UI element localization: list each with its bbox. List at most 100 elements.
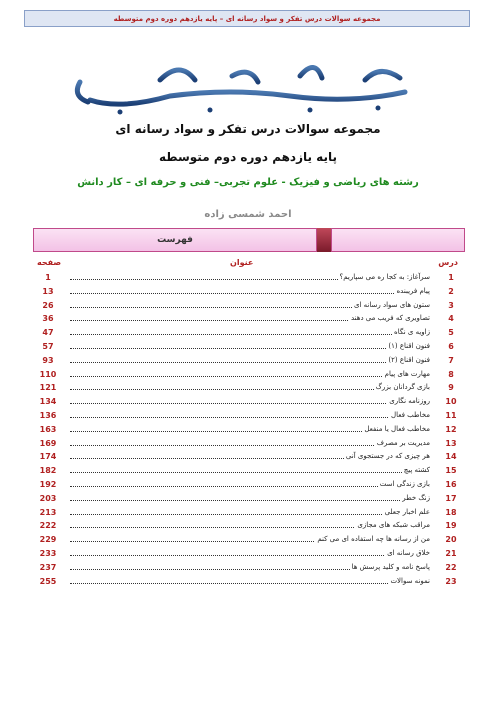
toc-row-lesson: 3 bbox=[448, 300, 454, 310]
toc-row-lesson: 5 bbox=[448, 328, 454, 338]
toc-row[interactable]: 17 زنگ خطر 203 bbox=[36, 491, 458, 506]
toc-row-lesson: 12 bbox=[445, 424, 457, 434]
toc-row-page: 233 bbox=[39, 548, 57, 558]
leader-dots bbox=[70, 279, 430, 280]
toc-row-title: من از رسانه ها چه استفاده ای می کنم bbox=[315, 533, 430, 547]
toc-row[interactable]: 3 ستون های سواد رسانه ای 26 bbox=[36, 298, 458, 313]
toc-row[interactable]: 13 مدیریت بر مصرف 169 bbox=[36, 436, 458, 451]
leader-dots bbox=[70, 306, 430, 308]
toc-row-title: خلاق رسانه ای bbox=[385, 546, 430, 561]
toc-row-title: مراقب شبکه های مجازی bbox=[355, 519, 430, 534]
leader-dots bbox=[70, 444, 430, 446]
toc-row-title: مخاطب فعال یا منفعل bbox=[362, 422, 430, 437]
toc-row-lesson: 1 bbox=[448, 273, 454, 282]
toc-row-lesson: 18 bbox=[445, 507, 457, 517]
toc-banner: فهرست bbox=[33, 228, 465, 252]
toc-row-title: ستون های سواد رسانه ای bbox=[352, 298, 430, 313]
toc-row[interactable]: 16 بازی زندگی است 192 bbox=[36, 477, 458, 492]
leader-dots bbox=[70, 554, 430, 556]
leader-dots bbox=[70, 541, 430, 543]
leader-dots bbox=[70, 334, 430, 336]
toc-row[interactable]: 8 مهارت های پیام 110 bbox=[36, 367, 458, 382]
leader-dots bbox=[70, 320, 430, 322]
toc-row-page: 192 bbox=[39, 479, 57, 489]
toc-banner-divider bbox=[317, 228, 331, 252]
toc-row-page: 93 bbox=[42, 355, 54, 365]
leader-dots bbox=[70, 513, 430, 515]
toc-row-lesson: 2 bbox=[448, 286, 454, 296]
toc-row-page: 121 bbox=[39, 383, 57, 393]
toc-row-page: 1 bbox=[45, 273, 51, 282]
toc-row-lesson: 11 bbox=[445, 410, 457, 420]
toc-row-page: 36 bbox=[42, 314, 54, 324]
toc-row-lesson: 8 bbox=[448, 369, 454, 379]
title-line-1: مجموعه سوالات درس تفکر و سواد رسانه ای bbox=[115, 122, 381, 136]
toc-row[interactable]: 9 بازی گردانان بزرگ 121 bbox=[36, 381, 458, 396]
toc-row-page: 57 bbox=[42, 341, 54, 351]
toc-row[interactable]: 11 مخاطب فعال 136 bbox=[36, 408, 458, 423]
toc-row[interactable]: 19 مراقب شبکه های مجازی 222 bbox=[36, 519, 458, 534]
toc-row-lesson: 15 bbox=[445, 466, 457, 476]
toc-row-title: بازی زندگی است bbox=[377, 477, 430, 492]
toc-row-page: 229 bbox=[39, 535, 57, 545]
toc-row-page: 13 bbox=[42, 286, 54, 296]
toc-row-page: 136 bbox=[39, 410, 57, 420]
toc-row-title: زنگ خطر bbox=[400, 491, 430, 506]
leader-dots bbox=[70, 389, 430, 391]
author-name: احمد شمسی زاده bbox=[204, 209, 292, 220]
page-header: مجموعه سوالات درس تفکر و سواد رسانه ای –… bbox=[24, 10, 470, 27]
toc-row[interactable]: 1 سرآغاز: به کجا ره می سپاریم؟ 1 bbox=[36, 271, 458, 285]
toc-row-page: 203 bbox=[39, 493, 57, 503]
toc-row[interactable]: 22 پاسخ نامه و کلید پرسش ها 237 bbox=[36, 560, 458, 575]
toc-row-lesson: 10 bbox=[445, 397, 457, 407]
leader-dots bbox=[70, 292, 430, 294]
toc-row[interactable]: 6 فنون اقناع (۱) 57 bbox=[36, 339, 458, 354]
toc-row-page: 255 bbox=[39, 576, 57, 586]
toc-row-title: هر چیزی که در جستجوی آنی bbox=[343, 450, 430, 465]
toc-row-title: پاسخ نامه و کلید پرسش ها bbox=[349, 560, 430, 575]
toc-row-page: 47 bbox=[42, 328, 54, 338]
toc-list: 1 سرآغاز: به کجا ره می سپاریم؟ 1 2 پیام فریب… bbox=[36, 271, 458, 589]
toc-row-title: سرآغاز: به کجا ره می سپاریم؟ bbox=[337, 271, 430, 285]
toc-row[interactable]: 4 تصاویری که فریب می دهند 36 bbox=[36, 312, 458, 327]
leader-dots bbox=[70, 472, 430, 474]
toc-label: فهرست bbox=[157, 235, 193, 245]
toc-row[interactable]: 21 خلاق رسانه ای 233 bbox=[36, 546, 458, 561]
toc-row-title: زاویه ی نگاه bbox=[392, 326, 430, 340]
toc-row[interactable]: 20 من از رسانه ها چه استفاده ای می کنم 229 bbox=[36, 533, 458, 547]
toc-row-title: مدیریت بر مصرف bbox=[374, 436, 430, 451]
toc-row-lesson: 13 bbox=[445, 438, 457, 448]
toc-row-lesson: 14 bbox=[445, 452, 457, 462]
toc-row[interactable]: 23 نمونه سوالات 255 bbox=[36, 574, 458, 589]
toc-row-title: مخاطب فعال bbox=[388, 408, 430, 423]
toc-row[interactable]: 15 کشته پیچ 182 bbox=[36, 464, 458, 478]
column-page: صفحه bbox=[37, 258, 62, 267]
toc-row[interactable]: 12 مخاطب فعال یا منفعل 163 bbox=[36, 422, 458, 437]
basmala-calligraphy bbox=[74, 37, 408, 115]
toc-row-page: 169 bbox=[39, 438, 57, 448]
title-line-2: پایه یازدهم دوره دوم متوسطه bbox=[159, 150, 337, 164]
leader-dots bbox=[70, 347, 430, 349]
leader-dots bbox=[70, 375, 430, 377]
toc-row[interactable]: 5 زاویه ی نگاه 47 bbox=[36, 326, 458, 340]
column-lesson: درس bbox=[438, 258, 458, 267]
toc-row-title: بازی گردانان بزرگ bbox=[373, 381, 430, 396]
leader-dots bbox=[70, 582, 430, 584]
toc-row-page: 26 bbox=[42, 300, 54, 310]
toc-row-title: فنون اقناع (۱) bbox=[386, 339, 430, 354]
toc-row-lesson: 7 bbox=[448, 355, 454, 365]
toc-row[interactable]: 7 فنون اقناع (۲) 93 bbox=[36, 353, 458, 368]
toc-row-title: روزنامه نگاری bbox=[387, 395, 430, 409]
toc-row-lesson: 19 bbox=[445, 521, 457, 531]
toc-row-page: 237 bbox=[39, 562, 57, 572]
toc-row-page: 110 bbox=[39, 369, 57, 379]
toc-row[interactable]: 10 روزنامه نگاری 134 bbox=[36, 395, 458, 409]
toc-row[interactable]: 14 هر چیزی که در جستجوی آنی 174 bbox=[36, 450, 458, 465]
toc-row-title: فنون اقناع (۲) bbox=[386, 353, 430, 368]
toc-row[interactable]: 18 علم اخبار جعلی 213 bbox=[36, 505, 458, 520]
toc-row-lesson: 21 bbox=[445, 548, 457, 558]
toc-row[interactable]: 2 پیام فریبنده 13 bbox=[36, 284, 458, 299]
leader-dots bbox=[70, 361, 430, 363]
toc-row-page: 213 bbox=[39, 507, 57, 517]
toc-row-lesson: 17 bbox=[445, 493, 457, 503]
